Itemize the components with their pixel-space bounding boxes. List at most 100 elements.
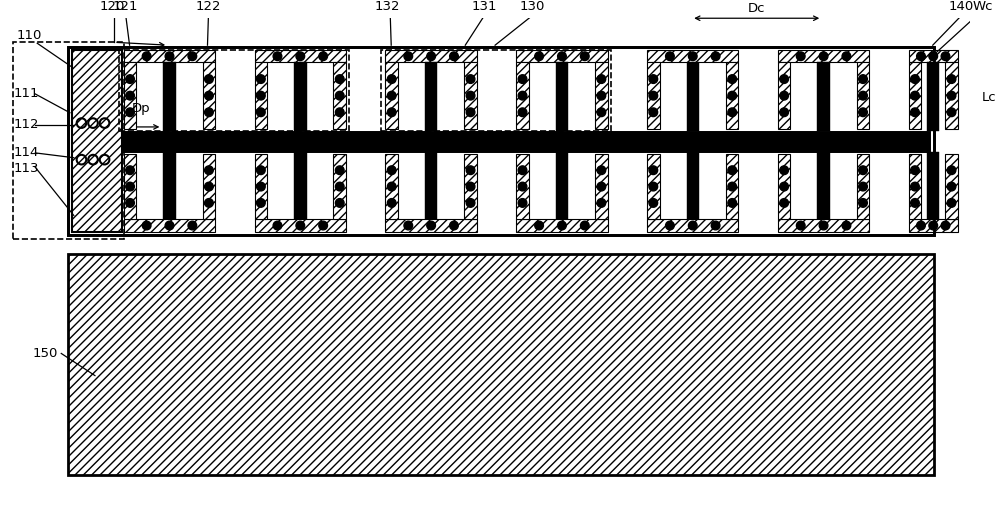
Circle shape: [728, 199, 737, 207]
Circle shape: [142, 221, 151, 230]
Bar: [255, 50, 346, 62]
Circle shape: [205, 91, 213, 100]
Circle shape: [580, 52, 589, 61]
Circle shape: [535, 221, 543, 230]
Circle shape: [859, 75, 867, 83]
Circle shape: [597, 108, 606, 116]
Circle shape: [649, 166, 658, 175]
Text: Lc: Lc: [982, 91, 996, 104]
Bar: [464, 62, 477, 129]
Circle shape: [466, 182, 475, 191]
Bar: [163, 152, 176, 219]
Bar: [516, 50, 608, 62]
Text: 114: 114: [13, 146, 39, 160]
Bar: [778, 62, 790, 129]
Circle shape: [859, 182, 867, 191]
Circle shape: [947, 75, 956, 83]
Circle shape: [929, 52, 938, 61]
Circle shape: [450, 221, 458, 230]
Circle shape: [558, 221, 566, 230]
Circle shape: [711, 221, 720, 230]
Circle shape: [296, 52, 305, 61]
Bar: [124, 62, 136, 129]
Circle shape: [688, 221, 697, 230]
Circle shape: [917, 52, 925, 61]
Bar: [857, 154, 869, 219]
Circle shape: [597, 91, 606, 100]
Bar: [68, 47, 934, 235]
Circle shape: [518, 199, 527, 207]
Circle shape: [165, 52, 174, 61]
Bar: [556, 62, 568, 131]
Circle shape: [859, 108, 867, 116]
Text: 112: 112: [13, 117, 39, 130]
Circle shape: [728, 182, 737, 191]
Circle shape: [257, 75, 265, 83]
Bar: [294, 152, 307, 219]
Circle shape: [597, 75, 606, 83]
Circle shape: [941, 221, 950, 230]
Circle shape: [518, 166, 527, 175]
Circle shape: [842, 221, 851, 230]
Circle shape: [649, 199, 658, 207]
Circle shape: [404, 52, 413, 61]
Circle shape: [257, 166, 265, 175]
Bar: [647, 62, 660, 129]
Circle shape: [780, 75, 788, 83]
Circle shape: [335, 75, 344, 83]
Bar: [68, 254, 934, 475]
Circle shape: [780, 199, 788, 207]
Circle shape: [466, 75, 475, 83]
Circle shape: [535, 52, 543, 61]
Circle shape: [649, 182, 658, 191]
Bar: [687, 62, 699, 131]
Circle shape: [387, 108, 396, 116]
Bar: [124, 219, 215, 232]
Circle shape: [929, 221, 938, 230]
Text: 131: 131: [472, 1, 497, 13]
Circle shape: [126, 108, 134, 116]
Circle shape: [387, 91, 396, 100]
Circle shape: [387, 75, 396, 83]
Bar: [385, 219, 477, 232]
Circle shape: [917, 221, 925, 230]
Bar: [945, 154, 958, 219]
Circle shape: [427, 52, 435, 61]
Text: 122: 122: [196, 1, 221, 13]
Circle shape: [666, 52, 674, 61]
Bar: [163, 62, 176, 131]
Bar: [909, 50, 958, 62]
Circle shape: [319, 221, 327, 230]
Circle shape: [911, 91, 919, 100]
Circle shape: [165, 221, 174, 230]
Circle shape: [911, 182, 919, 191]
Circle shape: [126, 199, 134, 207]
Text: 113: 113: [13, 162, 39, 175]
Circle shape: [518, 182, 527, 191]
Circle shape: [126, 91, 134, 100]
Bar: [516, 219, 608, 232]
Circle shape: [859, 166, 867, 175]
Bar: [556, 152, 568, 219]
Circle shape: [728, 166, 737, 175]
Bar: [647, 219, 738, 232]
Circle shape: [580, 221, 589, 230]
Text: 132: 132: [375, 1, 400, 13]
Bar: [909, 62, 921, 129]
Circle shape: [335, 199, 344, 207]
Circle shape: [780, 91, 788, 100]
Bar: [595, 154, 608, 219]
Circle shape: [649, 75, 658, 83]
Circle shape: [296, 221, 305, 230]
Circle shape: [450, 52, 458, 61]
Circle shape: [126, 182, 134, 191]
Circle shape: [796, 52, 805, 61]
Circle shape: [273, 221, 282, 230]
Bar: [726, 62, 738, 129]
Circle shape: [711, 52, 720, 61]
Bar: [255, 154, 267, 219]
Circle shape: [126, 75, 134, 83]
Circle shape: [387, 199, 396, 207]
Circle shape: [780, 182, 788, 191]
Text: Wc: Wc: [972, 1, 993, 13]
